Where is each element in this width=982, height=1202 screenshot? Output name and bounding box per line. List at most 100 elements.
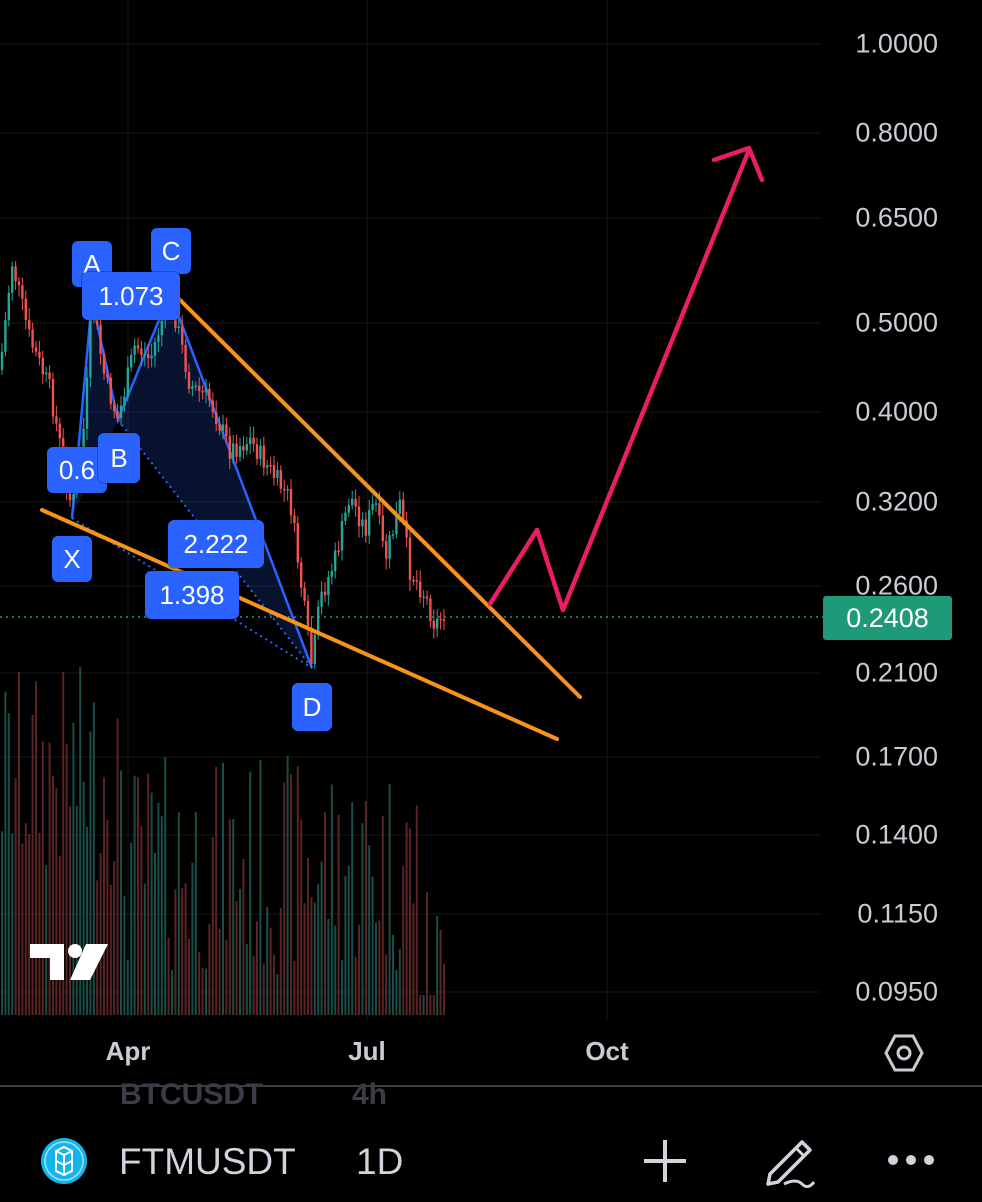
- pattern-ratio-xd: 1.398: [145, 571, 239, 619]
- candle-body: [191, 386, 194, 390]
- volume-bar: [194, 811, 197, 1015]
- volume-bar: [395, 969, 398, 1015]
- candle-body: [106, 373, 109, 378]
- volume-bar: [320, 861, 323, 1015]
- volume-bar: [38, 833, 41, 1015]
- candle-body: [99, 324, 102, 354]
- candle-body: [293, 515, 296, 524]
- candle-body: [102, 353, 106, 374]
- candle-body: [436, 618, 439, 629]
- interval-button[interactable]: 1D: [356, 1141, 404, 1182]
- candle-body: [300, 562, 303, 588]
- candle-body: [303, 587, 306, 601]
- price-chart[interactable]: [0, 0, 982, 1085]
- candle-body: [272, 465, 276, 478]
- symbol-name-button[interactable]: FTMUSDT: [119, 1141, 296, 1182]
- volume-bar: [354, 956, 357, 1015]
- volume-bar: [252, 956, 255, 1015]
- volume-bar: [439, 929, 442, 1015]
- candle-body: [286, 489, 289, 491]
- candle-body: [45, 372, 48, 375]
- candle-body: [442, 619, 446, 621]
- candle-body: [347, 505, 350, 513]
- candle-body: [17, 281, 21, 286]
- candle-body: [405, 520, 408, 538]
- volume-bar: [181, 888, 184, 1015]
- candle-body: [51, 379, 55, 417]
- volume-bar: [276, 974, 279, 1015]
- candle-body: [368, 510, 371, 536]
- pattern-ratio-bd: 2.222: [168, 520, 264, 568]
- candle-body: [313, 634, 316, 665]
- more-dots-icon[interactable]: [886, 1152, 936, 1168]
- price-axis-label: 1.0000: [855, 28, 938, 59]
- plus-icon[interactable]: [642, 1138, 688, 1184]
- volume-bar: [419, 995, 422, 1015]
- volume-bar: [123, 895, 126, 1015]
- volume-bar: [211, 836, 214, 1015]
- volume-bar: [256, 921, 258, 1015]
- volume-bar: [188, 939, 190, 1015]
- candle-body: [34, 347, 38, 352]
- candle-body: [119, 405, 123, 419]
- candle-body: [221, 424, 225, 431]
- volume-bar: [150, 792, 153, 1015]
- time-axis-label: Apr: [105, 1036, 151, 1066]
- volume-bar: [21, 843, 24, 1015]
- candle-body: [422, 596, 425, 598]
- volume-bar: [28, 833, 31, 1015]
- volume-bar: [69, 806, 71, 1015]
- volume-bar: [422, 995, 425, 1015]
- volume-bar: [266, 907, 269, 1015]
- volume-bar: [378, 920, 381, 1015]
- candle-body: [89, 316, 92, 378]
- volume-bar: [443, 964, 445, 1015]
- candle-body: [232, 443, 235, 459]
- volume-bar: [388, 783, 391, 1015]
- candle-body: [361, 519, 364, 527]
- volume-bar: [290, 773, 292, 1015]
- volume-bar: [341, 960, 343, 1015]
- volume-bar: [177, 812, 180, 1015]
- pen-drawing-icon[interactable]: [762, 1132, 816, 1188]
- volume-bar: [18, 671, 20, 1015]
- volume-bar: [225, 939, 228, 1015]
- candle-body: [126, 367, 129, 397]
- candle-body: [395, 513, 398, 535]
- candle-body: [21, 285, 24, 299]
- volume-bar: [184, 883, 187, 1015]
- candle-body: [225, 424, 228, 437]
- candle-body: [0, 351, 4, 370]
- price-axis-label: 0.2600: [855, 570, 938, 601]
- volume-bar: [286, 756, 289, 1015]
- candle-body: [28, 320, 31, 330]
- candle-body: [283, 488, 286, 491]
- volume-bar: [72, 722, 75, 1015]
- volume-bar: [222, 762, 224, 1015]
- volume-bar: [143, 883, 146, 1015]
- previous-interval-ghost: 4h: [352, 1078, 388, 1111]
- volume-bar: [103, 777, 105, 1015]
- settings-hexagon-icon[interactable]: [884, 1033, 924, 1073]
- wedge-lower-trendline: [40, 508, 559, 741]
- candle-body: [215, 412, 218, 425]
- candle-body: [198, 385, 201, 391]
- candle-body: [7, 292, 10, 321]
- volume-bar: [62, 671, 65, 1015]
- volume-bar: [41, 741, 44, 1015]
- pattern-point-c: C: [151, 228, 191, 274]
- volume-bar: [113, 861, 116, 1015]
- volume-bar: [361, 823, 364, 1015]
- volume-bar: [283, 782, 286, 1015]
- volume-bar: [307, 857, 309, 1015]
- fantom-coin-icon: [41, 1138, 87, 1184]
- candle-body: [357, 506, 361, 527]
- candle-body: [391, 534, 395, 536]
- candle-body: [306, 600, 310, 628]
- volume-bar: [426, 892, 428, 1015]
- volume-bar: [239, 889, 241, 1015]
- candle-body: [262, 445, 265, 468]
- candle-body: [14, 266, 17, 282]
- volume-bar: [218, 928, 221, 1015]
- price-axis-label: 0.4000: [855, 396, 938, 427]
